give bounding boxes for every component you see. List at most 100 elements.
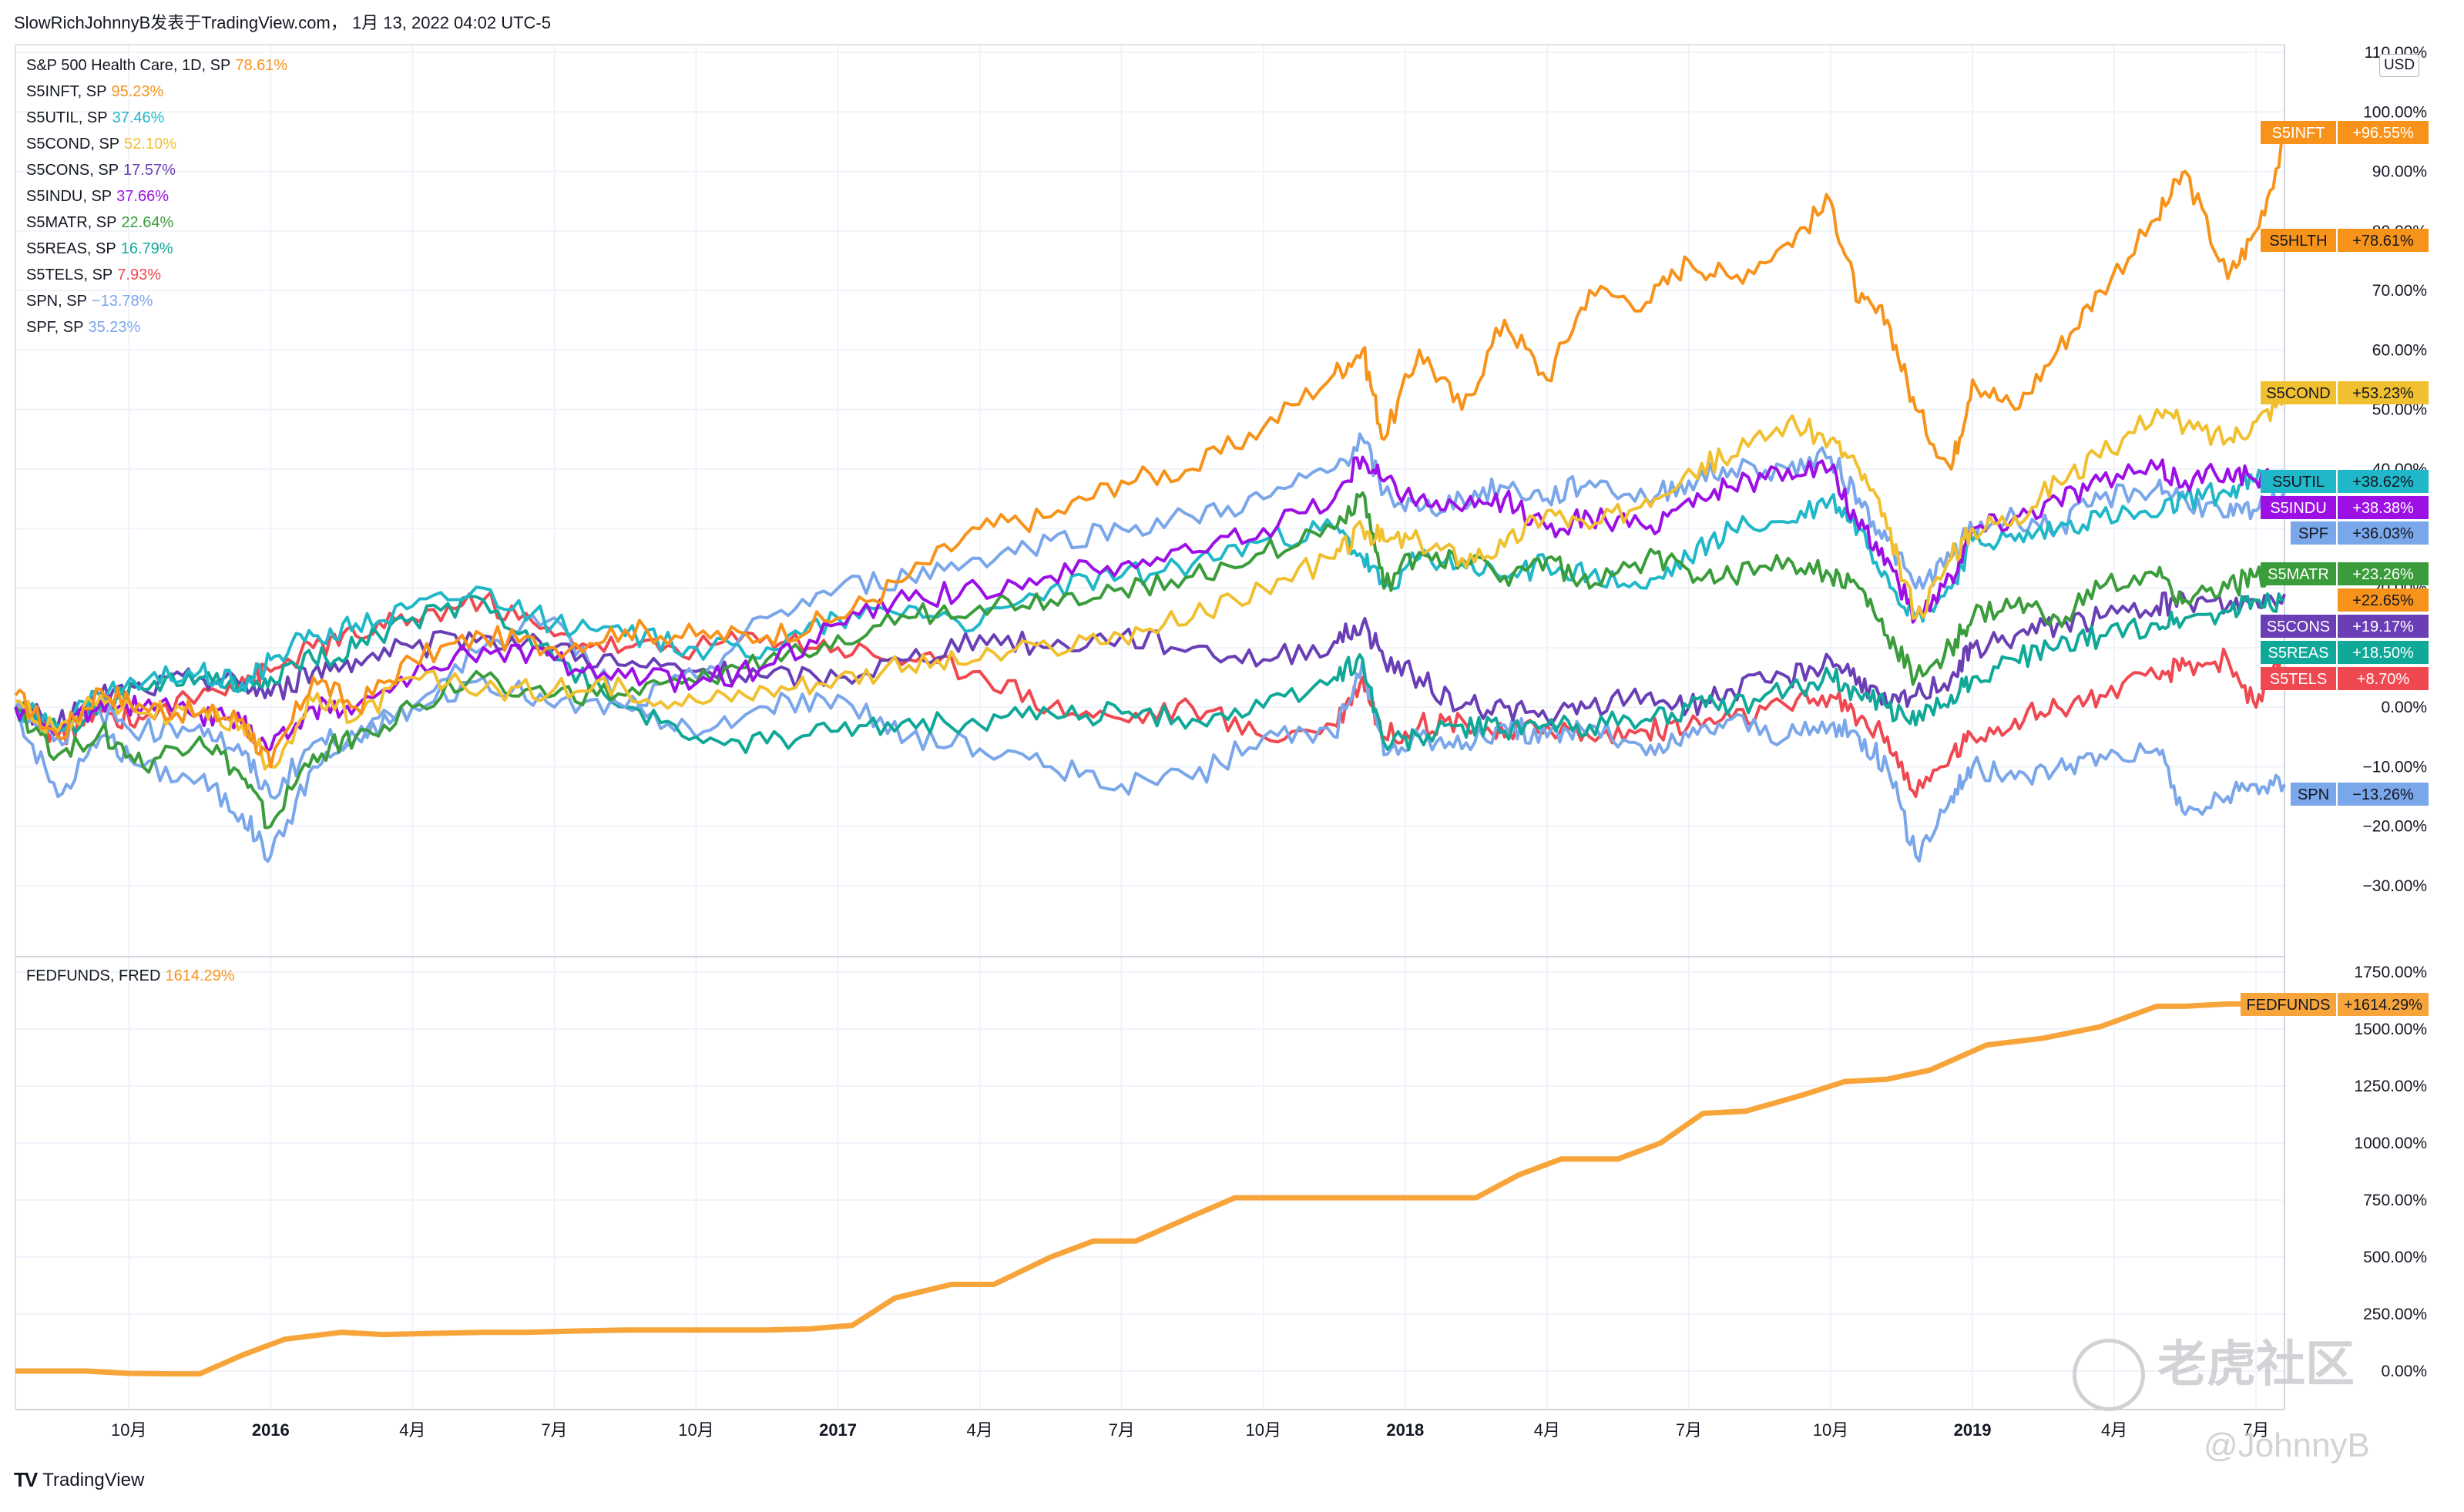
value-tag-fedfunds-value: +1614.29% [2344, 997, 2422, 1014]
value-tag-s5inft: S5INFT +96.55% [2261, 121, 2429, 144]
legend-item: S5CONS, SP 17.57% [26, 157, 287, 183]
value-tag-spn-label: SPN [2298, 786, 2329, 803]
legend-item-name: S5MATR, SP [26, 214, 117, 231]
value-tag-s5inft-label: S5INFT [2272, 125, 2325, 142]
legend-item-value: 22.64% [121, 214, 174, 231]
value-tag-s5util-label-bg [2261, 470, 2336, 493]
legend-item: S5MATR, SP 22.64% [26, 210, 287, 236]
value-tag-s5indu-label-bg [2261, 496, 2336, 519]
value-tag-s5indu-value-bg [2338, 496, 2429, 519]
value-tag-extra-value: +22.65% [2352, 592, 2414, 609]
y-tick-label: 750.00% [2363, 1192, 2427, 1209]
value-tag-s5cons-value: +19.17% [2352, 619, 2414, 635]
legend-item-value: 95.23% [111, 83, 164, 100]
legend-item-name: S5CONS, SP [26, 162, 119, 179]
legend-item-value: 16.79% [120, 240, 173, 257]
y-tick-label: 90.00% [2372, 163, 2427, 181]
value-tag-s5matr-label-bg [2261, 562, 2336, 585]
legend-item: SPN, SP −13.78% [26, 288, 287, 314]
currency-badge[interactable]: USD [2379, 54, 2419, 77]
y-tick-label: 500.00% [2363, 1249, 2427, 1266]
legend-item-value: 37.46% [112, 109, 165, 126]
y-tick-label: 1250.00% [2354, 1078, 2427, 1095]
y-tick-label: 0.00% [2381, 699, 2427, 716]
legend-item-value: −13.78% [91, 293, 153, 310]
value-tag-s5cons: S5CONS +19.17% [2261, 615, 2429, 638]
x-tick-label: 4月 [399, 1420, 425, 1440]
legend-item-name: S5TELS, SP [26, 267, 113, 283]
value-tag-s5tels-label: S5TELS [2270, 671, 2327, 688]
value-tag-s5indu-label: S5INDU [2270, 500, 2326, 517]
value-tag-s5reas-value-bg [2338, 641, 2429, 664]
tradingview-brand: TradingView [42, 1469, 145, 1490]
value-tag-spn: SPN −13.26% [2291, 783, 2429, 806]
legend-item: S5COND, SP 52.10% [26, 131, 287, 157]
legend-item-name: S&P 500 Health Care, 1D, SP [26, 57, 231, 74]
series-line-s5matr [14, 491, 2286, 830]
legend-item: S5UTIL, SP 37.46% [26, 105, 287, 131]
y-tick-label: 50.00% [2372, 401, 2427, 419]
value-tag-spn-value-bg [2338, 783, 2429, 806]
legend-item: S&P 500 Health Care, 1D, SP 78.61% [26, 52, 287, 79]
value-tag-s5cons-value-bg [2338, 615, 2429, 638]
legend-item: S5INDU, SP 37.66% [26, 183, 287, 210]
value-tag-extra: +22.65% [2338, 588, 2429, 612]
value-tag-s5util-value-bg [2338, 470, 2429, 493]
value-tag-s5cons-label: S5CONS [2267, 619, 2330, 635]
value-tag-s5cond-label-bg [2261, 381, 2336, 404]
y-tick-label: −30.00% [2363, 877, 2428, 895]
x-tick-label: 2019 [1954, 1420, 1992, 1440]
value-tag-s5matr-value-bg [2338, 562, 2429, 585]
x-tick-label: 10月 [1813, 1420, 1848, 1440]
legend-item: SPF, SP 35.23% [26, 314, 287, 340]
value-tag-extra-value-bg [2338, 588, 2429, 612]
legend: S&P 500 Health Care, 1D, SP 78.61% S5INFT,… [26, 52, 287, 340]
series-line-s5cond [15, 396, 2286, 771]
x-tick-label: 10月 [1246, 1420, 1281, 1440]
y-tick-label: 0.00% [2381, 1363, 2427, 1380]
x-tick-label: 10月 [678, 1420, 713, 1440]
watermark-logo-icon [2073, 1339, 2145, 1411]
watermark-text: 老虎社区 [2157, 1325, 2355, 1396]
value-tag-s5reas-label-bg [2261, 641, 2336, 664]
y-tick-label: 70.00% [2372, 282, 2427, 300]
y-tick-label: 1000.00% [2354, 1135, 2427, 1152]
legend-item-value: 17.57% [123, 162, 176, 179]
value-tag-s5indu-value: +38.38% [2352, 500, 2414, 517]
y-tick-label: −20.00% [2363, 818, 2428, 836]
x-tick-label: 7月 [2243, 1420, 2269, 1440]
value-tag-s5inft-value-bg [2338, 121, 2429, 144]
value-tag-spn-value: −13.26% [2352, 786, 2414, 803]
series-line-s5cons [14, 590, 2286, 737]
legend-item: S5REAS, SP 16.79% [26, 236, 287, 262]
value-tag-s5util-value: +38.62% [2352, 474, 2414, 491]
footer: TV TradingView [14, 1468, 144, 1492]
legend-item-name: SPN, SP [26, 293, 87, 310]
x-tick-label: 2017 [819, 1420, 857, 1440]
value-tag-s5matr-label: S5MATR [2268, 566, 2329, 583]
value-tag-s5hlth-label-bg [2261, 229, 2336, 252]
value-tag-fedfunds-label: FEDFUNDS [2247, 997, 2331, 1014]
watermark-sub: @JohnnyB [2204, 1427, 2370, 1464]
legend-item-name: S5UTIL, SP [26, 109, 108, 126]
value-tag-s5matr: S5MATR +23.26% [2261, 562, 2429, 585]
legend-item-value: 78.61% [235, 57, 288, 74]
x-tick-label: 7月 [1676, 1420, 1702, 1440]
value-tag-spf: SPF +36.03% [2291, 521, 2429, 545]
y-tick-label: 1750.00% [2354, 964, 2427, 981]
y-tick-label: 250.00% [2363, 1306, 2427, 1323]
value-tag-s5tels: S5TELS +8.70% [2261, 667, 2429, 690]
value-tag-s5hlth: S5HLTH +78.61% [2261, 229, 2429, 252]
x-tick-label: 4月 [967, 1420, 993, 1440]
value-tag-s5hlth-label: S5HLTH [2269, 233, 2327, 250]
value-tag-s5cond: S5COND +53.23% [2261, 381, 2429, 404]
legend-item-value: 52.10% [124, 136, 176, 153]
legend-item-name: S5INFT, SP [26, 83, 107, 100]
value-tag-s5reas-value: +18.50% [2352, 645, 2414, 662]
x-tick-label: 2016 [252, 1420, 290, 1440]
watermark-label: 老虎社区 [2157, 1336, 2355, 1392]
value-tag-s5matr-value: +23.26% [2352, 566, 2414, 583]
x-tick-label: 10月 [111, 1420, 146, 1440]
